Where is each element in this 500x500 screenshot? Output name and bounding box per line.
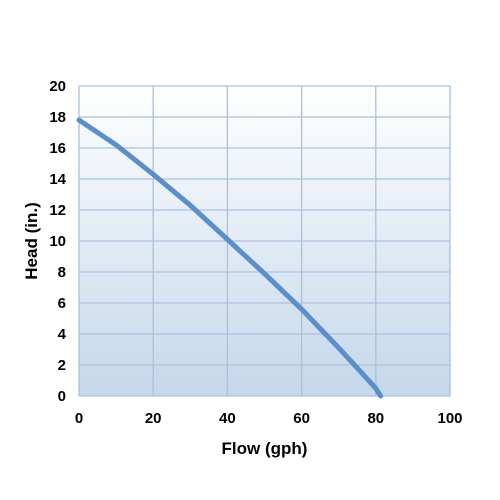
- y-tick-label: 14: [49, 171, 66, 188]
- x-tick-label: 40: [219, 410, 236, 427]
- y-axis-title: Head (in.): [22, 202, 41, 279]
- x-tick-label: 100: [437, 410, 462, 427]
- y-tick-label: 6: [58, 295, 66, 312]
- x-tick-label: 80: [367, 410, 384, 427]
- series-line: [76, 117, 384, 399]
- series-layer: [76, 117, 384, 399]
- y-tick-label: 18: [49, 109, 66, 126]
- y-tick-label: 4: [58, 326, 67, 343]
- y-tick-label: 16: [49, 140, 66, 157]
- x-axis-title: Flow (gph): [222, 439, 308, 458]
- tick-labels: 0 20 40 60 80 100 0 2 4 6 8 10 12 14 16 18 20: [49, 78, 462, 427]
- x-tick-label: 20: [145, 410, 162, 427]
- y-tick-label: 8: [58, 264, 66, 281]
- y-tick-label: 0: [58, 388, 66, 405]
- y-tick-label: 12: [49, 202, 66, 219]
- y-tick-label: 2: [58, 357, 66, 374]
- y-tick-label: 20: [49, 78, 66, 95]
- x-tick-label: 0: [75, 410, 83, 427]
- x-tick-label: 60: [293, 410, 310, 427]
- y-tick-label: 10: [49, 233, 66, 250]
